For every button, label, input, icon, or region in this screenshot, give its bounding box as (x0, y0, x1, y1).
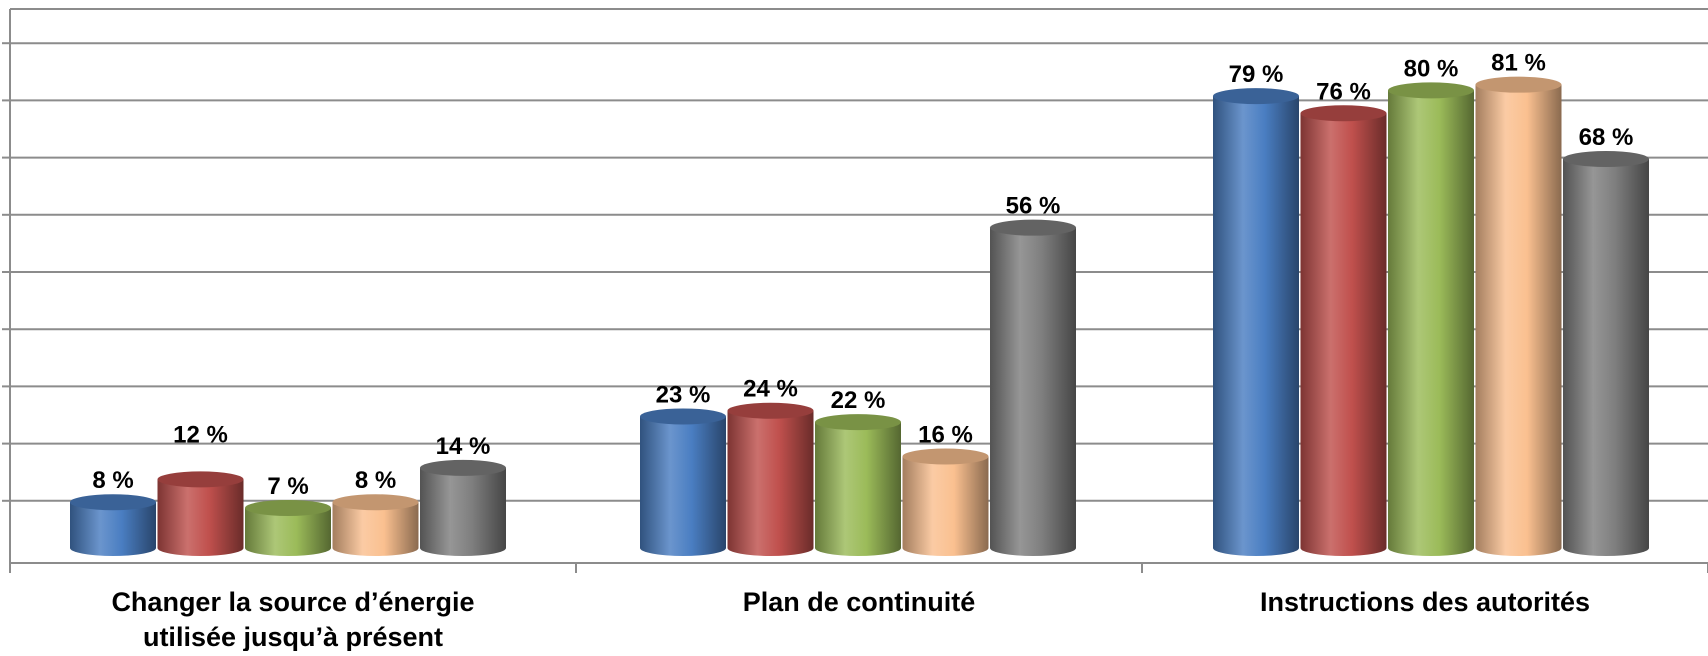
bar (70, 494, 156, 556)
bar-body (902, 456, 989, 556)
data-label: 16 % (918, 421, 973, 448)
bar-top (1388, 82, 1474, 99)
bar-top (1213, 88, 1299, 105)
bar-body (420, 467, 506, 556)
bar-body (1563, 159, 1649, 557)
bar-body (1300, 113, 1387, 556)
bar-top (157, 471, 244, 488)
data-label: 8 % (355, 467, 396, 494)
category-label: utilisée jusqu’à présent (143, 622, 443, 651)
data-label: 81 % (1491, 50, 1546, 77)
data-label: 24 % (743, 376, 798, 403)
data-label: 22 % (831, 387, 886, 414)
data-label: 76 % (1316, 78, 1371, 105)
bar-body (990, 227, 1076, 556)
bar (815, 414, 901, 556)
data-label: 7 % (267, 473, 308, 500)
data-label: 8 % (92, 467, 133, 494)
data-label: 56 % (1006, 193, 1061, 220)
bar-body (332, 502, 419, 556)
bar-top (1475, 76, 1562, 93)
data-label: 14 % (436, 433, 491, 460)
value-labels: 8 % 23 % 79 % 12 % 24 % 76 % 7 % 22 % 80 % 8 % 16 … (92, 50, 1633, 500)
bar-top (815, 414, 901, 431)
bar-top (332, 494, 419, 511)
bar (1563, 151, 1649, 557)
data-label: 12 % (173, 421, 228, 448)
category-labels: Changer la source d’énergie utilisée jusq… (111, 587, 1590, 652)
bar-body (727, 410, 814, 556)
bar-body (815, 422, 901, 556)
bar-top (1563, 151, 1649, 168)
bar-top (420, 459, 506, 476)
bar-top (902, 448, 989, 465)
category-label: Changer la source d’énergie (111, 587, 474, 617)
bar-top (70, 494, 156, 511)
data-label: 68 % (1579, 124, 1634, 151)
bar-body (1213, 96, 1299, 557)
bar-body (640, 416, 726, 556)
bars (70, 76, 1649, 557)
bar-body (245, 507, 331, 556)
bar (1300, 105, 1387, 556)
bar (245, 499, 331, 556)
bar (157, 471, 244, 556)
bar (1213, 88, 1299, 557)
bar (420, 459, 506, 556)
bar-body (1388, 90, 1474, 557)
bar (332, 494, 419, 556)
bar (1388, 82, 1474, 557)
bar (640, 408, 726, 556)
x-axis (9, 562, 1708, 573)
bar-top (727, 402, 814, 419)
data-label: 79 % (1229, 61, 1284, 88)
bar-top (640, 408, 726, 425)
bar-body (70, 502, 156, 556)
bar (902, 448, 989, 556)
bar (990, 219, 1076, 556)
bar (727, 402, 814, 556)
data-label: 80 % (1404, 55, 1459, 82)
category-label: Instructions des autorités (1260, 587, 1590, 617)
bar-top (245, 499, 331, 516)
category-label: Plan de continuité (743, 587, 976, 617)
bar-body (1475, 84, 1562, 557)
bar-body (157, 479, 244, 556)
bar (1475, 76, 1562, 557)
data-label: 23 % (656, 381, 711, 408)
bar-top (990, 219, 1076, 236)
bar-top (1300, 105, 1387, 122)
